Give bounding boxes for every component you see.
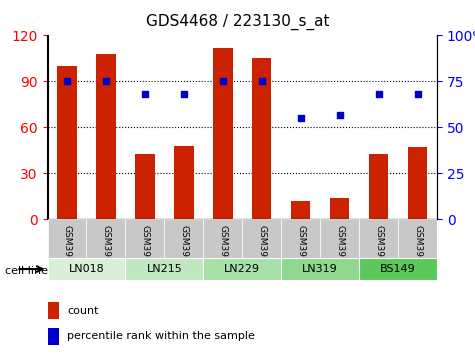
Point (102, 79, 110, 84)
Text: GSM397661: GSM397661 (63, 225, 71, 280)
Bar (369, 154, 388, 219)
FancyBboxPatch shape (164, 219, 203, 258)
FancyBboxPatch shape (398, 219, 437, 258)
Text: count: count (67, 306, 98, 316)
FancyBboxPatch shape (203, 219, 242, 258)
FancyBboxPatch shape (281, 258, 359, 280)
Point (414, 91, 421, 97)
Text: cell line: cell line (5, 266, 48, 276)
FancyBboxPatch shape (359, 258, 437, 280)
Point (375, 91, 382, 97)
Bar (174, 146, 193, 219)
FancyBboxPatch shape (320, 219, 359, 258)
FancyBboxPatch shape (48, 258, 125, 280)
Bar (213, 48, 232, 219)
Text: GSM397666: GSM397666 (257, 225, 266, 280)
Point (219, 79, 227, 84)
Text: GSM397663: GSM397663 (141, 225, 149, 280)
Text: LN229: LN229 (224, 264, 260, 274)
FancyBboxPatch shape (359, 219, 398, 258)
Text: GSM397670: GSM397670 (413, 225, 422, 280)
Text: LN215: LN215 (146, 264, 182, 274)
Bar (291, 201, 310, 219)
Text: LN018: LN018 (68, 264, 104, 274)
Point (180, 91, 188, 97)
Text: GSM397662: GSM397662 (102, 225, 110, 280)
Bar (330, 198, 349, 219)
Bar (135, 154, 154, 219)
Point (141, 91, 149, 97)
Bar (48, 302, 59, 319)
FancyBboxPatch shape (203, 258, 281, 280)
Text: GDS4468 / 223130_s_at: GDS4468 / 223130_s_at (146, 14, 329, 30)
Point (63, 79, 71, 84)
Bar (57, 66, 76, 219)
FancyBboxPatch shape (125, 219, 164, 258)
FancyBboxPatch shape (86, 219, 125, 258)
Bar (408, 147, 427, 219)
FancyBboxPatch shape (125, 258, 203, 280)
Point (336, 112, 343, 118)
Bar (252, 58, 271, 219)
Text: GSM397668: GSM397668 (335, 225, 344, 280)
Bar (96, 54, 115, 219)
Text: GSM397665: GSM397665 (218, 225, 227, 280)
Text: GSM397667: GSM397667 (296, 225, 305, 280)
Text: BS149: BS149 (380, 264, 416, 274)
Bar (48, 328, 59, 345)
FancyBboxPatch shape (281, 219, 320, 258)
Text: GSM397669: GSM397669 (374, 225, 383, 280)
Text: GSM397664: GSM397664 (180, 225, 188, 280)
FancyBboxPatch shape (242, 219, 281, 258)
Text: LN319: LN319 (302, 264, 338, 274)
Point (258, 79, 266, 84)
Point (297, 115, 304, 121)
Text: percentile rank within the sample: percentile rank within the sample (67, 331, 255, 341)
FancyBboxPatch shape (48, 219, 86, 258)
